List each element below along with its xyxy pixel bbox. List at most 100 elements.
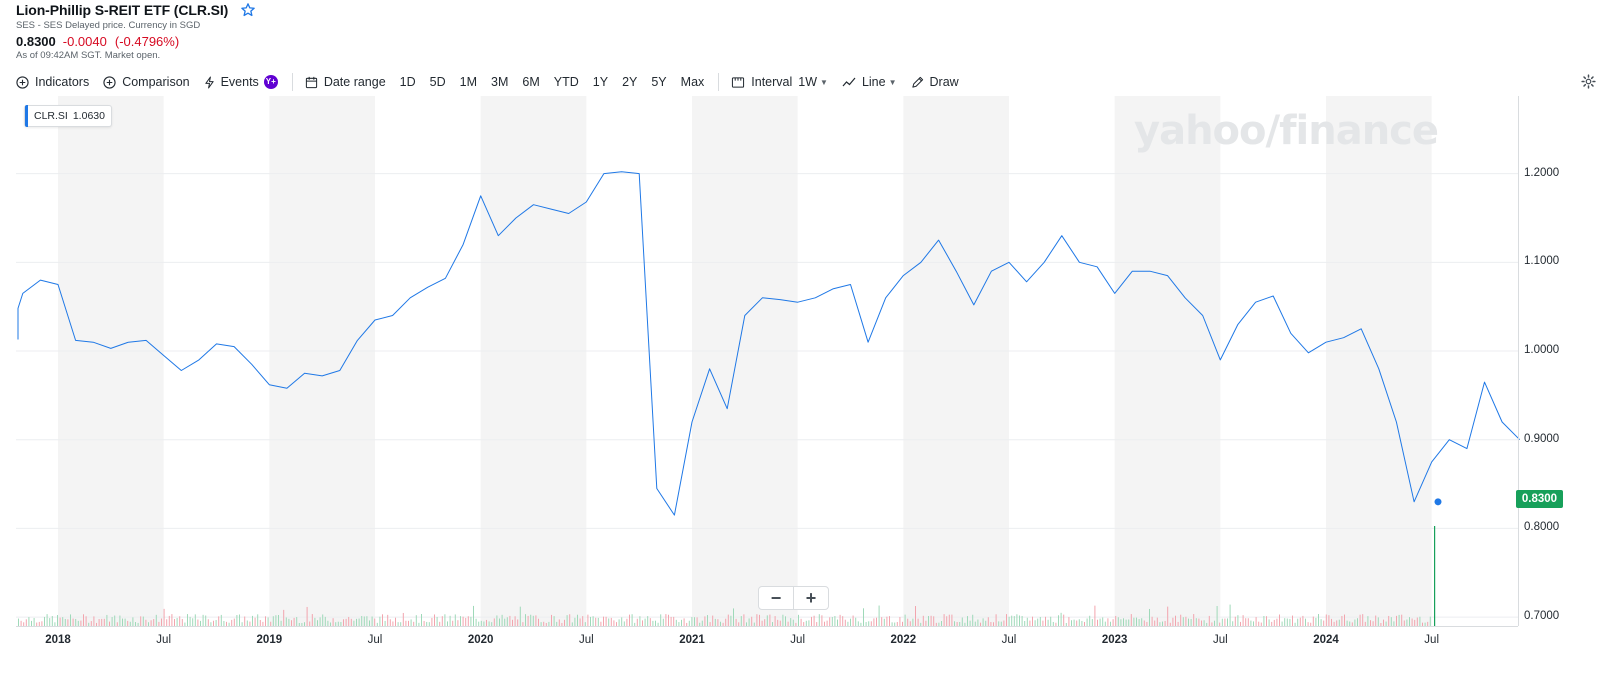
volume-bar	[759, 614, 760, 626]
volume-bar	[356, 618, 357, 626]
volume-bar	[743, 614, 745, 626]
comparison-button[interactable]: Comparison	[103, 75, 190, 89]
volume-bar	[998, 621, 1000, 626]
volume-bar	[902, 621, 903, 626]
volume-bar	[1224, 618, 1226, 626]
draw-button[interactable]: Draw	[911, 75, 959, 89]
chart-type-dropdown[interactable]: Line ▼	[842, 75, 897, 89]
volume-bar	[647, 616, 649, 626]
volume-bar	[1008, 616, 1010, 626]
volume-bar	[119, 615, 121, 626]
volume-bar	[850, 618, 851, 626]
volume-bar	[1323, 620, 1325, 626]
date-range-button[interactable]: Date range	[305, 75, 386, 89]
volume-bar	[1078, 619, 1080, 626]
volume-bar	[1177, 621, 1179, 626]
volume-bar	[1086, 618, 1088, 626]
volume-bar	[88, 622, 90, 626]
volume-bar	[161, 618, 162, 626]
gear-icon[interactable]	[1581, 74, 1596, 89]
interval-dropdown[interactable]: Interval 1W ▼	[731, 75, 828, 89]
volume-bar	[1013, 616, 1015, 626]
volume-bar	[587, 614, 589, 626]
range-1y[interactable]: 1Y	[592, 75, 609, 89]
volume-bar	[137, 622, 139, 626]
volume-bar	[925, 620, 927, 626]
volume-bar	[1422, 622, 1423, 626]
volume-bar	[805, 620, 807, 626]
volume-bar	[1271, 621, 1273, 626]
volume-bar	[730, 615, 732, 626]
legend-swatch	[25, 105, 28, 127]
volume-bar	[132, 617, 134, 626]
range-5d[interactable]: 5D	[429, 75, 446, 89]
volume-bar	[634, 622, 636, 626]
volume-bar	[1071, 620, 1072, 626]
volume-bar	[62, 617, 64, 626]
volume-bar	[376, 622, 378, 626]
range-max[interactable]: Max	[680, 75, 705, 89]
volume-bar	[267, 617, 269, 626]
zoom-in-button[interactable]: +	[805, 587, 817, 608]
indicators-button[interactable]: Indicators	[16, 75, 89, 89]
volume-bar	[855, 617, 857, 626]
volume-bar	[795, 622, 797, 626]
volume-bar	[839, 614, 841, 626]
volume-bar	[1403, 620, 1405, 626]
volume-bar	[1253, 621, 1254, 626]
volume-bar	[262, 621, 264, 626]
volume-bar	[686, 622, 688, 626]
interval-label: Interval	[751, 75, 793, 89]
volume-bar	[236, 615, 238, 626]
range-3m[interactable]: 3M	[491, 75, 509, 89]
volume-bar	[475, 618, 477, 626]
chevron-down-icon: ▼	[888, 77, 897, 87]
volume-bar	[668, 614, 669, 626]
volume-bar	[837, 619, 838, 626]
range-5y[interactable]: 5Y	[651, 75, 667, 89]
series-legend[interactable]: CLR.SI 1.0630	[24, 105, 112, 127]
volume-bar	[488, 621, 490, 626]
volume-bar	[535, 615, 537, 626]
yahoo-finance-watermark: yahoo/finance	[1134, 108, 1439, 154]
legend-symbol: CLR.SI	[34, 110, 68, 122]
chart-area[interactable]: yahoo/finance CLR.SI 1.0630 0.7000 0.8000…	[0, 96, 1600, 678]
zoom-out-button[interactable]: −	[770, 587, 782, 608]
star-icon[interactable]	[240, 2, 256, 18]
plus-circle-icon	[16, 75, 29, 89]
interval-icon	[732, 76, 745, 88]
range-1d[interactable]: 1D	[399, 75, 416, 89]
events-button[interactable]: Events Y+	[204, 75, 278, 89]
volume-bar	[59, 617, 61, 626]
volume-bar	[571, 622, 573, 626]
volume-bar	[1099, 618, 1101, 626]
volume-bar	[124, 618, 126, 626]
volume-bar	[629, 614, 630, 626]
range-ytd[interactable]: YTD	[553, 75, 579, 89]
volume-bar	[766, 615, 768, 626]
volume-bar	[239, 614, 240, 626]
volume-bar	[181, 619, 183, 626]
volume-bar	[545, 622, 547, 626]
volume-bar	[790, 618, 792, 626]
as-of-time: As of 09:42AM SGT. Market open.	[16, 50, 161, 61]
volume-bar	[889, 616, 890, 626]
range-1m[interactable]: 1M	[459, 75, 478, 89]
volume-bar	[670, 616, 672, 626]
volume-bar	[1302, 615, 1304, 626]
volume-bar	[811, 616, 812, 626]
price-chart[interactable]	[0, 96, 1600, 678]
volume-bar	[1247, 618, 1249, 626]
volume-bar	[1434, 526, 1436, 626]
volume-bar	[421, 614, 422, 626]
range-2y[interactable]: 2Y	[622, 75, 638, 89]
volume-bar	[1427, 621, 1429, 626]
volume-bar	[967, 616, 968, 626]
volume-bar	[415, 615, 417, 626]
volume-bar	[361, 615, 363, 626]
volume-bar	[1211, 622, 1213, 626]
volume-bar	[431, 617, 433, 626]
range-6m[interactable]: 6M	[522, 75, 540, 89]
volume-bar	[1266, 616, 1267, 626]
volume-bar	[938, 622, 940, 626]
